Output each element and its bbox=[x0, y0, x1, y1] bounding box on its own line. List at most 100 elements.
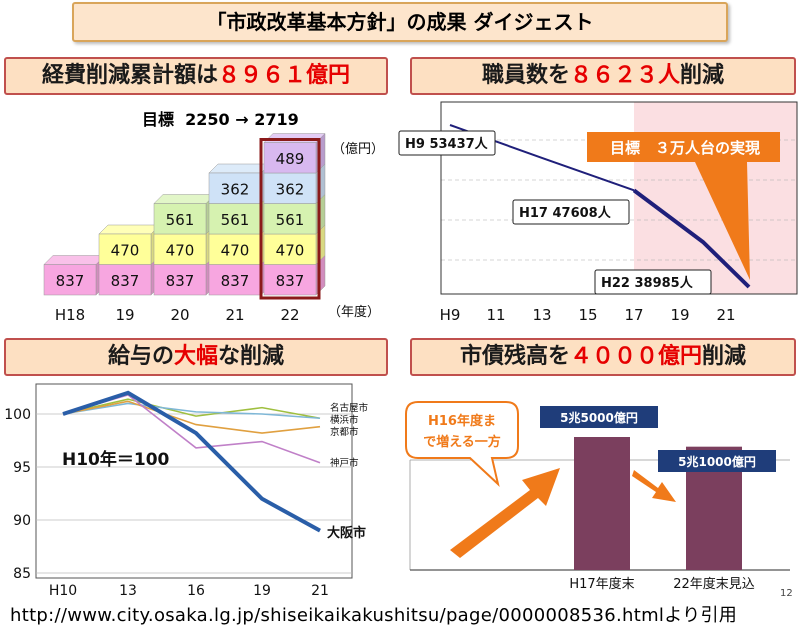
expense-chart: 837 H18 837 470 19 837 470 561 20 837 470 561 362 21 8… bbox=[43, 132, 384, 324]
callout-bubble bbox=[405, 401, 519, 487]
staff-chart: H9 11 13 15 17 19 21 H9 53437人 H17 47608人 H22 389… bbox=[398, 101, 798, 324]
base-note: H10年＝100 bbox=[62, 449, 170, 470]
x-tick-label: 17 bbox=[624, 306, 643, 324]
point-label: H17 47608人 bbox=[519, 205, 612, 221]
series-label-highlight: 大阪市 bbox=[327, 525, 366, 541]
bar-segment bbox=[153, 233, 207, 265]
panel3-header-highlight: 大幅 bbox=[173, 344, 218, 369]
highlight-frame bbox=[259, 138, 321, 300]
bar-value-label: 561 bbox=[166, 211, 195, 229]
bar-value-label: 470 bbox=[166, 241, 195, 259]
increase-arrow bbox=[450, 468, 560, 558]
x-tick-label: 16 bbox=[187, 583, 205, 599]
x-tick-label: H17年度末 bbox=[569, 576, 634, 592]
x-tick-label: 19 bbox=[670, 306, 689, 324]
block-top bbox=[153, 194, 216, 204]
debt-bar bbox=[574, 437, 630, 570]
series-label: 横浜市 bbox=[330, 414, 359, 426]
x-tick-label: 21 bbox=[716, 306, 735, 324]
x-tick-label: 21 bbox=[311, 583, 329, 599]
debt-chart: H17年度末 22年度末見込 5兆5000億円 5兆1000億円 H16年度まで増える一… bbox=[405, 401, 790, 592]
panel4-header: 市債残高を４０００億円削減 bbox=[410, 338, 796, 376]
bar-value-label: 837 bbox=[221, 272, 250, 290]
panel4-header-number: ４０００億円 bbox=[569, 344, 702, 369]
bar-value-label: 362 bbox=[276, 180, 305, 198]
bar-value-label: 362 bbox=[221, 180, 250, 198]
bar-segment bbox=[98, 233, 152, 265]
x-tick-label: 22年度末見込 bbox=[673, 576, 755, 592]
y-tick-label: 95 bbox=[13, 460, 31, 476]
x-tick-label: 19 bbox=[115, 306, 134, 324]
series-label: 名古屋市 bbox=[330, 402, 369, 414]
y-tick-label: 100 bbox=[4, 407, 31, 423]
bar-segment bbox=[153, 203, 207, 235]
target-to: 2719 bbox=[254, 110, 299, 129]
panel4-header-text: 市債残高を bbox=[459, 344, 570, 369]
point-label: H22 38985人 bbox=[601, 275, 694, 291]
series-line bbox=[62, 390, 321, 533]
block-top bbox=[43, 255, 106, 265]
bar-segment bbox=[208, 264, 262, 296]
x-tick-label: 20 bbox=[170, 306, 189, 324]
bar-segment bbox=[208, 203, 262, 235]
bar-segment bbox=[263, 203, 317, 235]
panel1-header: 経費削減累計額は８９６１億円 bbox=[4, 57, 388, 95]
panel2-header-text: 職員数を bbox=[481, 63, 570, 88]
value-label-box bbox=[540, 406, 658, 428]
target-label: 目標 bbox=[142, 110, 175, 129]
block-top bbox=[98, 224, 161, 235]
panel2-header-number: ８６２３人 bbox=[569, 63, 680, 88]
series-line bbox=[62, 398, 321, 420]
bar-value-label: 5兆5000億円 bbox=[560, 410, 638, 425]
plot-frame bbox=[35, 383, 353, 579]
bar-value-label: 561 bbox=[221, 211, 250, 229]
bar-segment bbox=[208, 233, 262, 265]
x-tick-label: 13 bbox=[532, 306, 551, 324]
x-unit-label: （年度） bbox=[328, 304, 380, 320]
y-tick-label: 85 bbox=[13, 566, 31, 582]
bar-value-label: 837 bbox=[56, 272, 85, 290]
panel1-header-text: 経費削減累計額は bbox=[41, 63, 218, 88]
page-title: 「市政改革基本方針」の成果 ダイジェスト bbox=[72, 2, 728, 42]
panel1-header-number: ８９６１億円 bbox=[218, 63, 351, 88]
panel2-header: 職員数を８６２３人削減 bbox=[410, 57, 796, 95]
callout-text-line2: で増える一方 bbox=[423, 434, 501, 450]
y-unit-label: （億円） bbox=[332, 141, 384, 157]
series-label: 神戸市 bbox=[330, 457, 359, 469]
bar-value-label: 5兆1000億円 bbox=[678, 454, 756, 469]
series-line bbox=[62, 400, 321, 434]
y-tick-label: 90 bbox=[13, 513, 31, 529]
target-callout-text: 目標 ３万人台の実現 bbox=[610, 139, 760, 157]
panel1-target: 目標 2250 → 2719 bbox=[142, 106, 299, 130]
value-label-box bbox=[658, 450, 776, 472]
series-label: 京都市 bbox=[330, 426, 359, 438]
target-from: 2250 bbox=[185, 110, 230, 129]
callout-text-line1: H16年度ま bbox=[428, 413, 496, 429]
x-tick-label: 13 bbox=[119, 583, 137, 599]
panel3-header-text: 給与の bbox=[107, 344, 174, 369]
panel3-header: 給与の大幅な削減 bbox=[4, 338, 388, 376]
bar-value-label: 470 bbox=[276, 241, 305, 259]
bar-segment bbox=[263, 142, 317, 174]
x-tick-label: 19 bbox=[253, 583, 271, 599]
point-label: H9 53437人 bbox=[405, 136, 489, 152]
bar-value-label: 561 bbox=[276, 211, 305, 229]
staff-line-target bbox=[632, 188, 751, 289]
bar-segment bbox=[43, 264, 97, 296]
bar-segment bbox=[153, 264, 207, 296]
series-line bbox=[62, 402, 321, 420]
bar-segment bbox=[263, 233, 317, 265]
point-label-box bbox=[398, 130, 496, 156]
bar-value-label: 470 bbox=[111, 241, 140, 259]
bar-segment bbox=[263, 172, 317, 204]
page-number: 12 bbox=[780, 588, 793, 599]
panel3-header-suffix: な削減 bbox=[218, 344, 285, 369]
bar-value-label: 837 bbox=[276, 272, 305, 290]
x-tick-label: 15 bbox=[578, 306, 597, 324]
point-label-box bbox=[512, 199, 630, 225]
target-callout-shape bbox=[587, 132, 780, 280]
x-tick-label: H18 bbox=[55, 306, 85, 324]
panel2-header-suffix: 削減 bbox=[680, 63, 725, 88]
arrow-right-icon: → bbox=[235, 110, 249, 129]
